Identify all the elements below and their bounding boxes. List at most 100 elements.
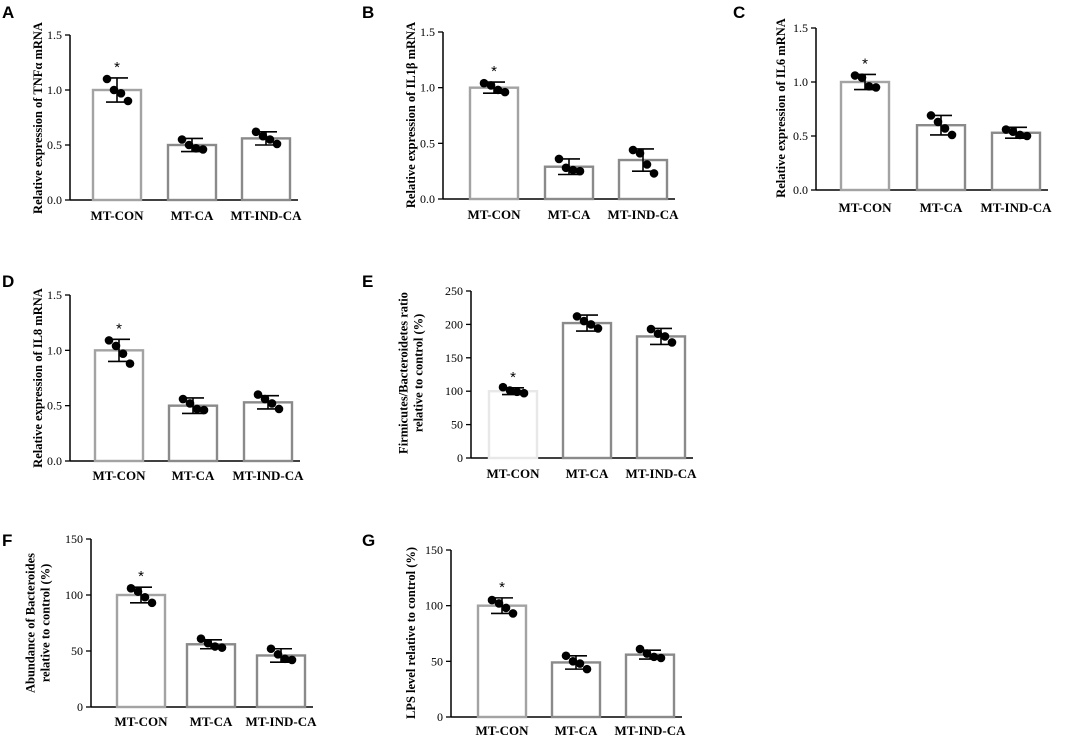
y-tick-label: 100 [65, 588, 83, 602]
y-tick-label: 0.0 [47, 454, 62, 468]
data-point [184, 140, 194, 150]
y-tick-label: 1.0 [793, 75, 808, 89]
y-tick-label: 50 [431, 654, 443, 668]
data-point [653, 329, 663, 339]
data-point [203, 638, 213, 648]
y-tick-label: 150 [65, 532, 83, 546]
data-point [199, 405, 209, 415]
y-axis-title: Firmicutes/Bacteroidetes ratiorelative t… [397, 292, 426, 454]
data-point [479, 78, 489, 88]
y-tick-label: 1.5 [793, 21, 808, 35]
data-point [109, 85, 119, 95]
data-point [593, 324, 603, 333]
significance-marker: * [116, 320, 122, 337]
y-tick-label: 1.5 [47, 288, 62, 302]
data-point [196, 634, 206, 643]
x-tick-label: MT-CA [920, 200, 963, 215]
data-point [178, 394, 188, 404]
bar-mt-con [487, 390, 539, 460]
data-point [519, 388, 529, 398]
y-axis-title: Relative expression of IL6 mRNA [774, 18, 788, 198]
data-point [274, 404, 284, 414]
data-point [185, 399, 195, 408]
chart-panel-g: G 0 50 100 150 LPS level relative to control … [362, 531, 686, 738]
data-point [635, 644, 645, 654]
x-tick-label: MT-IND-CA [614, 723, 686, 738]
data-point [864, 82, 874, 91]
data-point [126, 583, 136, 593]
bar-mt-con [468, 86, 520, 201]
data-point [147, 598, 157, 608]
y-tick-label: 1.0 [47, 343, 62, 357]
bar-mt-con [115, 593, 167, 709]
data-point [649, 652, 659, 662]
data-point [667, 338, 677, 347]
y-tick-label: 0.5 [793, 129, 808, 143]
panel-label: D [2, 272, 14, 291]
y-tick-label: 50 [451, 418, 463, 432]
data-point [1008, 127, 1018, 136]
y-axis-title: LPS level relative to control (%) [404, 547, 418, 719]
bar-mt-con [93, 349, 145, 463]
data-point [586, 320, 596, 329]
bar-mt-ca [185, 643, 237, 709]
x-tick-label: MT-CA [190, 714, 233, 729]
y-tick-label: 100 [445, 384, 463, 398]
bar-mt-ca [561, 321, 613, 460]
data-point [642, 649, 652, 658]
y-axis-title-line: LPS level relative to control (%) [404, 547, 418, 719]
bar-mt-ca [166, 143, 218, 202]
data-point [947, 130, 957, 140]
data-point [104, 336, 114, 345]
data-point [191, 144, 201, 153]
x-tick-label: MT-CA [548, 207, 591, 222]
data-point [656, 653, 666, 663]
x-tick-label: MT-CON [115, 714, 169, 729]
y-tick-label: 150 [445, 351, 463, 365]
y-tick-label: 1.0 [420, 81, 435, 95]
y-axis-title: Abundance of Bacteroidesrelative to cont… [24, 553, 53, 693]
data-point [198, 145, 208, 154]
data-point [123, 96, 133, 106]
bar-mt-ind-ca [624, 653, 676, 719]
data-point [501, 603, 511, 613]
data-point [133, 587, 143, 596]
panel-label: C [733, 3, 745, 22]
x-tick-label: MT-IND-CA [625, 466, 697, 481]
significance-marker: * [138, 568, 144, 585]
panel-label: A [2, 3, 14, 22]
data-point [111, 341, 121, 351]
data-point [260, 394, 270, 404]
data-point [575, 659, 585, 668]
data-point [125, 359, 135, 368]
data-point [116, 89, 126, 98]
y-axis-title-line: Firmicutes/Bacteroidetes ratio [397, 292, 411, 454]
y-axis-title-line: Relative expression of IL6 mRNA [774, 18, 788, 198]
data-point [646, 324, 656, 334]
bar-mt-con [91, 88, 143, 202]
significance-marker: * [862, 55, 868, 72]
x-tick-label: MT-CON [468, 207, 522, 222]
x-tick-label: MT-CON [839, 200, 893, 215]
y-tick-label: 0 [77, 700, 83, 714]
bar-mt-ind-ca [635, 335, 687, 460]
data-point [500, 87, 510, 97]
x-tick-label: MT-CON [487, 466, 541, 481]
data-point [871, 83, 881, 92]
data-point [505, 386, 515, 395]
data-point [140, 592, 150, 602]
data-point [486, 81, 496, 90]
data-point [561, 651, 571, 661]
y-tick-label: 0.5 [47, 399, 62, 413]
panel-label: B [362, 3, 374, 22]
y-tick-label: 0.0 [47, 193, 62, 207]
bar-mt-ind-ca [242, 401, 294, 463]
data-point [251, 127, 261, 137]
panel-label: F [2, 531, 12, 550]
panel-label: E [362, 272, 373, 291]
data-point [1022, 131, 1032, 141]
data-point [493, 85, 503, 95]
